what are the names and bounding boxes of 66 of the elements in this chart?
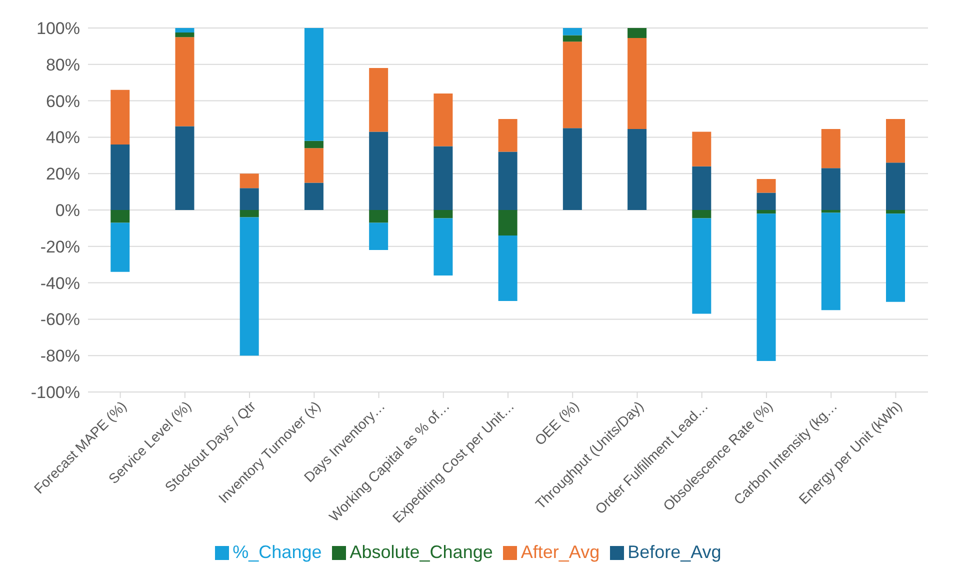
bar	[498, 119, 518, 152]
bar	[562, 28, 582, 36]
y-tick-label: -20%	[40, 237, 80, 256]
bar	[692, 132, 712, 166]
y-tick-label: 80%	[46, 55, 80, 74]
bar	[562, 35, 582, 42]
bar	[240, 174, 259, 188]
y-tick-label: 20%	[46, 164, 80, 184]
bar	[304, 148, 324, 183]
bar	[240, 217, 259, 356]
bar	[756, 192, 776, 210]
bar	[110, 144, 130, 210]
bar	[434, 94, 453, 146]
legend-label: After_Avg	[520, 542, 600, 562]
bar	[240, 188, 259, 210]
bar	[886, 162, 905, 210]
bar	[756, 214, 776, 362]
bar	[886, 210, 905, 214]
bar	[175, 37, 194, 126]
bar	[110, 210, 130, 223]
bar	[821, 210, 840, 213]
bar	[175, 32, 194, 38]
bar	[498, 152, 518, 210]
bar	[304, 182, 324, 210]
bar	[821, 212, 840, 310]
bar	[628, 129, 647, 210]
bar	[628, 38, 647, 130]
y-tick-label: -40%	[40, 274, 80, 293]
bar	[240, 210, 259, 218]
bar	[369, 132, 388, 210]
y-tick-label: -100%	[30, 383, 80, 402]
bar	[369, 210, 388, 223]
bar	[304, 140, 324, 148]
bar	[369, 222, 388, 250]
bar	[369, 68, 388, 132]
bar	[756, 179, 776, 193]
bar	[562, 128, 582, 210]
legend-label: Absolute_Change	[350, 542, 493, 562]
bar	[821, 168, 840, 210]
bar	[562, 42, 582, 128]
y-tick-label: -80%	[40, 346, 80, 366]
bar	[628, 28, 647, 38]
bar	[175, 126, 194, 210]
y-tick-label: 40%	[46, 128, 80, 148]
bar	[175, 28, 194, 33]
bar	[886, 214, 905, 302]
bar	[304, 28, 324, 141]
bar	[692, 166, 712, 210]
bar	[692, 210, 712, 218]
bar	[498, 235, 518, 301]
legend-label: %_Change	[232, 542, 322, 562]
y-tick-label: 60%	[46, 92, 80, 111]
bar	[110, 90, 130, 144]
bar	[692, 218, 712, 314]
bar	[434, 210, 453, 218]
bar	[886, 119, 905, 163]
y-tick-label: 100%	[36, 19, 80, 38]
bar	[498, 210, 518, 236]
bar	[110, 222, 130, 272]
legend-label: Before_Avg	[628, 542, 722, 562]
bar	[821, 129, 840, 168]
bar	[756, 210, 776, 214]
bar	[434, 218, 453, 276]
bar	[434, 146, 453, 210]
y-tick-label: 0%	[55, 201, 80, 220]
y-tick-label: -60%	[40, 310, 80, 330]
